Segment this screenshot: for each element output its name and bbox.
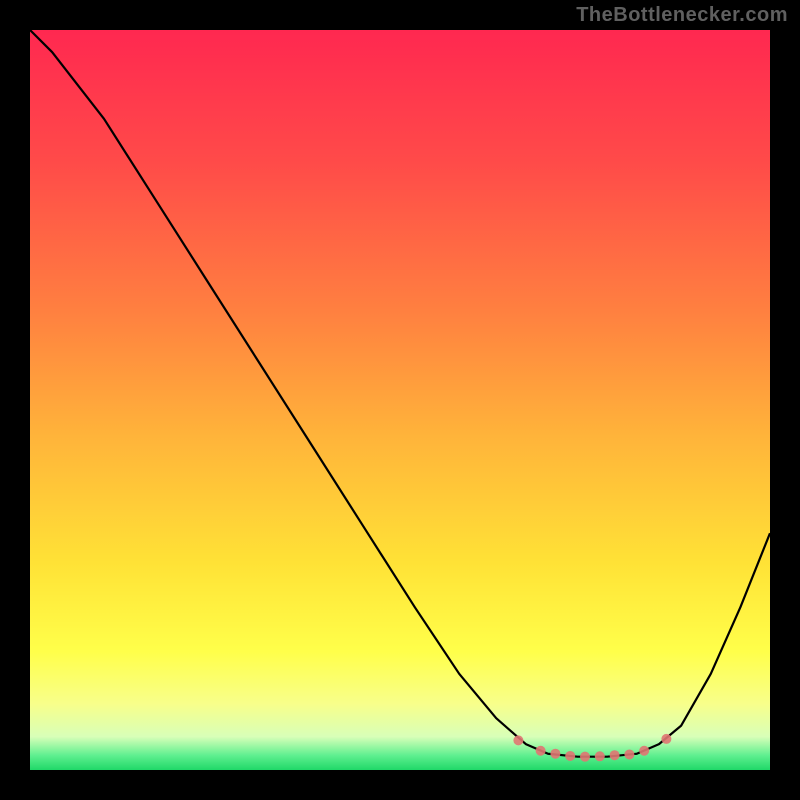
marker-point bbox=[639, 746, 649, 756]
plot-area bbox=[30, 30, 770, 770]
marker-point bbox=[661, 734, 671, 744]
marker-point bbox=[595, 751, 605, 761]
marker-point bbox=[565, 751, 575, 761]
watermark-text: TheBottlenecker.com bbox=[576, 4, 788, 27]
marker-point bbox=[624, 749, 634, 759]
marker-point bbox=[513, 735, 523, 745]
marker-point bbox=[536, 746, 546, 756]
marker-point bbox=[610, 750, 620, 760]
marker-point bbox=[550, 749, 560, 759]
gradient-background bbox=[30, 30, 770, 770]
chart-frame: TheBottlenecker.com bbox=[0, 0, 800, 800]
chart-svg bbox=[30, 30, 770, 770]
marker-point bbox=[580, 752, 590, 762]
